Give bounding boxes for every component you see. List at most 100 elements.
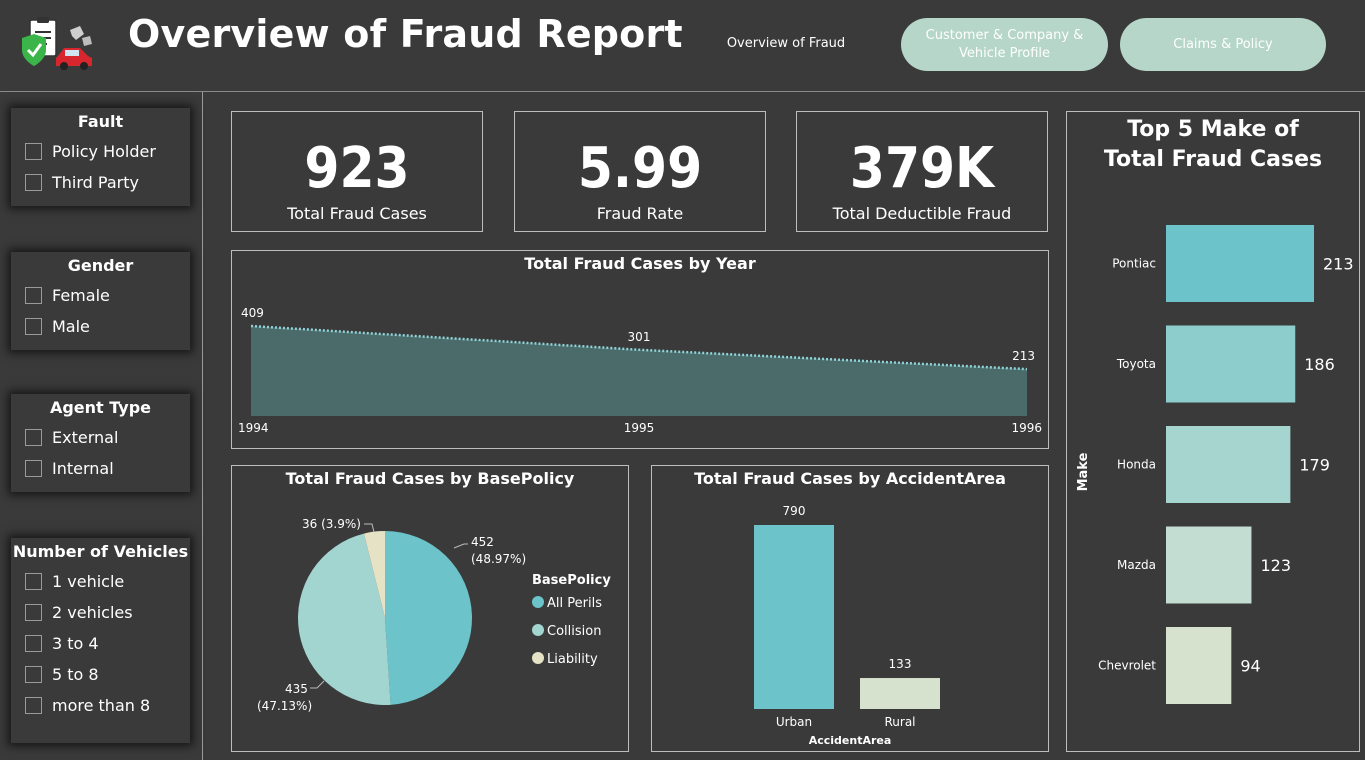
y-tick-label: Toyota [1116, 357, 1156, 371]
chart-title: Total Fraud Cases by Year [524, 254, 756, 273]
y-tick-label: Honda [1117, 458, 1156, 472]
y-tick-label: Pontiac [1112, 257, 1156, 271]
slicer-option-female[interactable]: Female [11, 280, 190, 311]
slicer-option-5-to-8[interactable]: 5 to 8 [11, 659, 190, 690]
data-label: 213 [1323, 255, 1354, 274]
data-label: 435 [285, 682, 308, 696]
slicer-option-3-to-4[interactable]: 3 to 4 [11, 628, 190, 659]
slicer-number-of-vehicles: Number of Vehicles 1 vehicle 2 vehicles … [11, 538, 190, 743]
slicer-agent-type: Agent Type External Internal [11, 394, 190, 492]
area-fill [251, 326, 1027, 416]
x-tick-label: 1996 [1011, 421, 1042, 435]
data-label: 213 [1012, 349, 1035, 363]
chart-fraud-by-year: Total Fraud Cases by Year 409 1994 301 1995… [231, 250, 1049, 449]
checkbox[interactable] [25, 604, 42, 621]
slicer-option-internal[interactable]: Internal [11, 453, 190, 484]
data-label: 179 [1299, 456, 1330, 475]
data-label: 186 [1304, 355, 1335, 374]
x-tick-label: Urban [776, 715, 812, 729]
chart-title: Total Fraud Cases by BasePolicy [285, 469, 575, 488]
checkbox[interactable] [25, 143, 42, 160]
data-label: (48.97%) [471, 552, 526, 566]
checkbox[interactable] [25, 318, 42, 335]
y-axis-title: Make [1076, 452, 1091, 491]
sidebar-divider [202, 92, 203, 760]
slicer-option-label: Third Party [52, 173, 139, 192]
checkbox[interactable] [25, 573, 42, 590]
legend-label: All Perils [547, 596, 602, 611]
bar [1166, 225, 1314, 302]
legend-marker [532, 596, 544, 608]
accidentarea-bar-plot: 790 Urban 133 Rural AccidentArea [754, 504, 940, 747]
slicer-option-label: 2 vehicles [52, 603, 133, 622]
header: Overview of Fraud Report Overview of Fra… [0, 0, 1365, 92]
bar [1166, 526, 1252, 604]
x-axis-title: AccidentArea [809, 734, 892, 747]
pie-slice [385, 531, 472, 705]
chart-top-5-make: Top 5 Make of Total Fraud Cases 213 Ponti… [1066, 111, 1360, 752]
fraud-report-logo-icon [22, 17, 92, 70]
legend-label: Collision [547, 624, 601, 639]
slicer-option-male[interactable]: Male [11, 311, 190, 342]
data-label: 36 (3.9%) [302, 517, 361, 531]
slicer-option-label: 1 vehicle [52, 572, 125, 591]
bar [1166, 627, 1232, 704]
slicer-title: Number of Vehicles [12, 542, 189, 561]
chart-title: Total Fraud Cases by AccidentArea [694, 469, 1006, 488]
data-label: 790 [783, 504, 806, 518]
data-label: 123 [1260, 556, 1291, 575]
slicer-option-label: 5 to 8 [52, 665, 99, 684]
checkbox[interactable] [25, 666, 42, 683]
slicer-gender: Gender Female Male [11, 252, 190, 350]
nav-overview-of-fraud[interactable]: Overview of Fraud [726, 36, 846, 51]
slicer-title: Fault [77, 112, 124, 131]
slicer-option-1-vehicle[interactable]: 1 vehicle [11, 566, 190, 597]
checkbox[interactable] [25, 635, 42, 652]
kpi-value: 5.99 [577, 136, 703, 201]
legend-marker [532, 624, 544, 636]
leader-line [310, 680, 325, 689]
pie-slice [298, 533, 391, 705]
data-label: 133 [889, 657, 912, 671]
slicer-option-label: Male [52, 317, 90, 336]
slicer-option-policy-holder[interactable]: Policy Holder [11, 136, 190, 167]
slicer-option-label: Internal [52, 459, 114, 478]
checkbox[interactable] [25, 174, 42, 191]
slicer-title: Agent Type [49, 398, 152, 417]
bar [754, 525, 834, 709]
slicer-option-label: Female [52, 286, 110, 305]
data-label: 409 [241, 306, 264, 320]
checkbox[interactable] [25, 429, 42, 446]
x-tick-label: 1994 [238, 421, 269, 435]
nav-customer-company-vehicle-profile-button[interactable]: Customer & Company & Vehicle Profile [901, 18, 1108, 71]
slicer-option-label: 3 to 4 [52, 634, 99, 653]
slicer-option-label: more than 8 [52, 696, 151, 715]
slicer-option-label: External [52, 428, 119, 447]
kpi-card-total-fraud-cases: 923 Total Fraud Cases [231, 111, 483, 232]
kpi-card-total-deductible-fraud: 379K Total Deductible Fraud [796, 111, 1048, 232]
legend-label: Liability [547, 652, 598, 667]
checkbox[interactable] [25, 697, 42, 714]
checkbox[interactable] [25, 460, 42, 477]
slicer-option-external[interactable]: External [11, 422, 190, 453]
kpi-value: 379K [849, 136, 995, 201]
slicer-option-label: Policy Holder [52, 142, 156, 161]
leader-line [364, 523, 375, 533]
pie-chart-plot: 452 (48.97%) 435 (47.13%) 36 (3.9%) BasePolic… [257, 517, 611, 713]
data-label: 301 [628, 330, 651, 344]
data-label: 452 [471, 535, 494, 549]
slicer-option-third-party[interactable]: Third Party [11, 167, 190, 198]
checkbox[interactable] [25, 287, 42, 304]
slicer-option-2-vehicles[interactable]: 2 vehicles [11, 597, 190, 628]
data-label: 94 [1240, 657, 1260, 676]
legend-marker [532, 652, 544, 664]
x-tick-label: 1995 [624, 421, 655, 435]
bar [1166, 426, 1291, 503]
chart-fraud-by-basepolicy: Total Fraud Cases by BasePolicy 452 (48.9… [231, 465, 629, 752]
nav-claims-policy-button[interactable]: Claims & Policy [1120, 18, 1326, 71]
slicer-option-more-than-8[interactable]: more than 8 [11, 690, 190, 721]
area-chart-plot: 409 1994 301 1995 213 1996 [238, 306, 1042, 435]
kpi-card-fraud-rate: 5.99 Fraud Rate [514, 111, 766, 232]
y-tick-label: Mazda [1117, 558, 1156, 572]
chart-title: Top 5 Make of Total Fraud Cases [1103, 117, 1323, 172]
